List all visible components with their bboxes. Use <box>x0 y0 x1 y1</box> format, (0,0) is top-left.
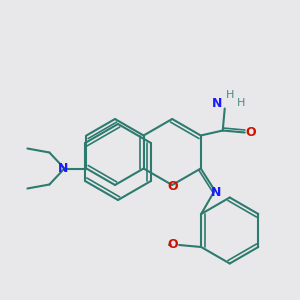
Text: O: O <box>246 126 256 139</box>
Text: N: N <box>211 186 221 199</box>
Text: N: N <box>212 97 222 110</box>
Text: H: H <box>226 89 234 100</box>
Text: O: O <box>168 181 178 194</box>
Text: N: N <box>58 162 69 175</box>
Text: O: O <box>167 238 178 251</box>
Text: H: H <box>236 98 245 109</box>
